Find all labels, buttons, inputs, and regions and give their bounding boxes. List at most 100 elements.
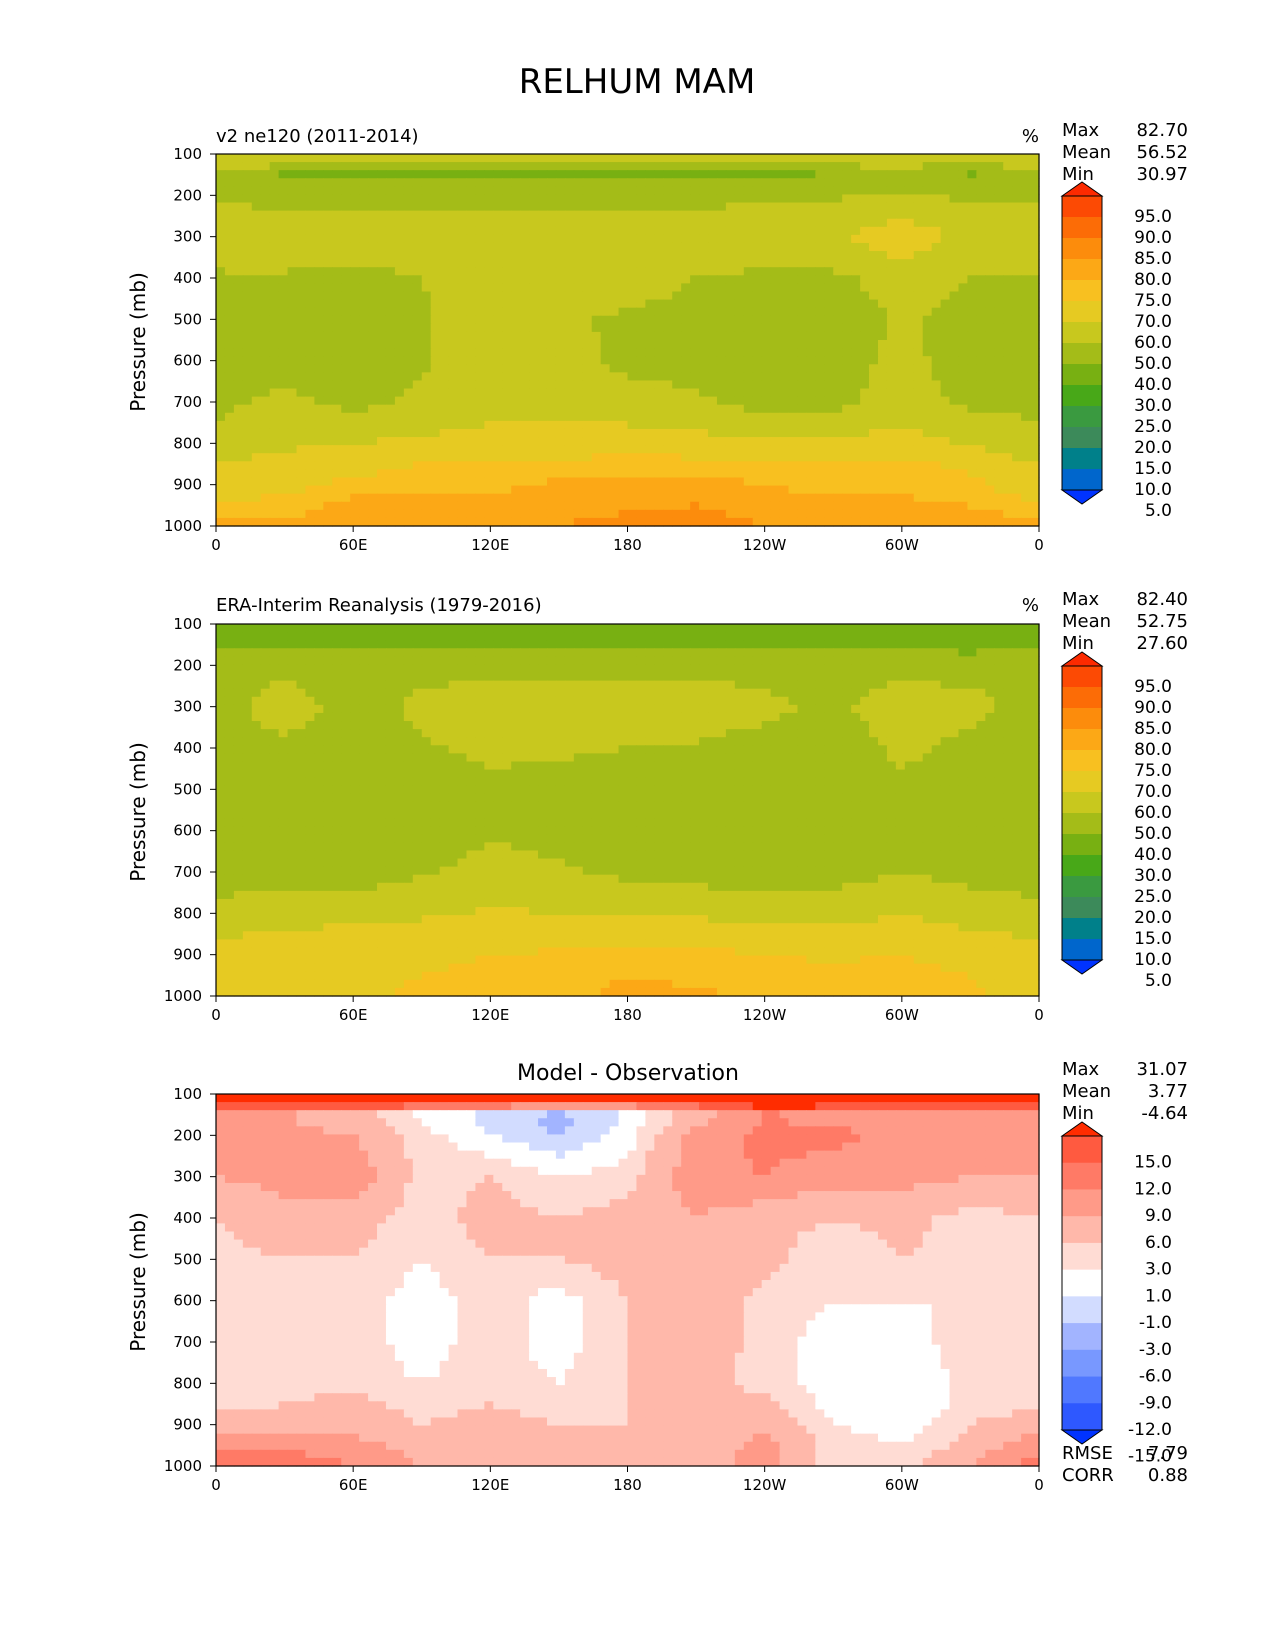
field-cell bbox=[1003, 340, 1013, 349]
field-cell bbox=[555, 420, 566, 430]
field-cell bbox=[716, 461, 727, 470]
field-cell bbox=[305, 218, 316, 228]
field-cell bbox=[627, 315, 638, 325]
field-cell bbox=[994, 170, 1004, 179]
field-cell bbox=[904, 194, 915, 204]
field-cell bbox=[439, 307, 450, 317]
field-cell bbox=[806, 445, 816, 454]
field-cell bbox=[421, 388, 432, 398]
field-cell bbox=[564, 640, 575, 649]
field-cell bbox=[448, 672, 459, 682]
field-cell bbox=[716, 178, 727, 187]
field-cell bbox=[636, 648, 646, 657]
field-cell bbox=[842, 218, 852, 228]
field-cell bbox=[332, 632, 342, 641]
field-cell bbox=[323, 202, 333, 212]
field-cell bbox=[403, 437, 414, 446]
field-cell bbox=[216, 259, 226, 268]
field-cell bbox=[922, 154, 933, 163]
field-cell bbox=[725, 315, 736, 325]
field-cell bbox=[743, 640, 754, 649]
field-cell bbox=[511, 340, 521, 349]
field-cell bbox=[681, 210, 691, 220]
field-cell bbox=[895, 356, 906, 365]
field-cell bbox=[708, 226, 718, 236]
field-cell bbox=[314, 485, 324, 495]
field-cell bbox=[564, 380, 575, 390]
field-cell bbox=[377, 509, 387, 519]
field-cell bbox=[502, 275, 512, 284]
field-cell bbox=[985, 428, 995, 438]
field-cell bbox=[824, 372, 834, 382]
field-cell bbox=[994, 517, 1004, 527]
field-cell bbox=[797, 404, 808, 414]
field-cell bbox=[457, 648, 468, 657]
panel-model-ylabel: Pressure (mb) bbox=[126, 272, 150, 412]
field-cell bbox=[385, 283, 396, 293]
field-cell bbox=[323, 396, 333, 406]
field-cell bbox=[886, 445, 897, 454]
field-cell bbox=[994, 428, 1004, 438]
field-cell bbox=[886, 420, 897, 430]
field-cell bbox=[546, 291, 557, 301]
field-cell bbox=[627, 469, 638, 479]
field-cell bbox=[690, 194, 700, 204]
field-cell bbox=[466, 307, 477, 317]
field-cell bbox=[994, 291, 1004, 301]
field-cell bbox=[377, 234, 387, 244]
field-cell bbox=[403, 509, 414, 519]
field-cell bbox=[699, 493, 709, 503]
field-cell bbox=[448, 501, 459, 511]
field-cell bbox=[359, 154, 369, 163]
field-cell bbox=[797, 356, 808, 365]
field-cell bbox=[788, 315, 799, 325]
field-cell bbox=[609, 259, 620, 268]
field-cell bbox=[877, 364, 888, 373]
field-cell bbox=[439, 445, 450, 454]
field-cell bbox=[412, 210, 423, 220]
field-cell bbox=[851, 202, 861, 212]
field-cell bbox=[922, 259, 933, 268]
field-cell bbox=[448, 331, 459, 341]
field-cell bbox=[663, 242, 673, 252]
field-cell bbox=[886, 178, 897, 187]
field-cell bbox=[403, 404, 414, 414]
field-cell bbox=[439, 477, 450, 487]
field-cell bbox=[332, 154, 342, 163]
field-cell bbox=[511, 315, 521, 325]
field-cell bbox=[779, 307, 790, 317]
field-cell bbox=[538, 624, 548, 633]
field-cell bbox=[582, 632, 593, 641]
field-cell bbox=[242, 291, 253, 301]
field-cell bbox=[851, 453, 861, 462]
field-cell bbox=[788, 485, 799, 495]
field-cell bbox=[967, 315, 977, 325]
field-cell bbox=[851, 648, 861, 657]
field-cell bbox=[725, 380, 736, 390]
field-cell bbox=[269, 356, 280, 365]
field-cell bbox=[394, 624, 405, 633]
field-cell bbox=[314, 226, 324, 236]
field-cell bbox=[842, 170, 852, 179]
field-cell bbox=[681, 672, 691, 682]
field-cell bbox=[636, 291, 646, 301]
field-cell bbox=[546, 307, 557, 317]
field-cell bbox=[582, 404, 593, 414]
field-cell bbox=[636, 348, 646, 357]
field-cell bbox=[869, 251, 879, 260]
field-cell bbox=[520, 178, 530, 187]
field-cell bbox=[385, 501, 396, 511]
field-cell bbox=[529, 388, 539, 398]
field-cell bbox=[555, 656, 566, 666]
field-cell bbox=[216, 251, 226, 260]
field-cell bbox=[761, 331, 772, 341]
field-cell bbox=[260, 299, 271, 309]
field-cell bbox=[877, 493, 888, 503]
field-cell bbox=[385, 477, 396, 487]
field-cell bbox=[511, 624, 521, 633]
field-cell bbox=[493, 656, 503, 666]
field-cell bbox=[538, 445, 548, 454]
field-cell bbox=[341, 412, 351, 422]
field-cell bbox=[886, 170, 897, 179]
field-cell bbox=[877, 307, 888, 317]
